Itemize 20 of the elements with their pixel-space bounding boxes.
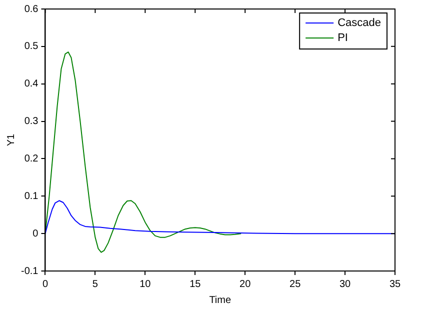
y-tick-label: 0.2 xyxy=(24,153,39,164)
x-tick-label: 5 xyxy=(92,278,98,290)
x-tick-label: 0 xyxy=(42,278,48,290)
x-axis-title: Time xyxy=(209,294,232,306)
y-tick-label: 0 xyxy=(32,228,39,240)
y-tick-label: 0.5 xyxy=(24,41,39,52)
x-tick-label: 25 xyxy=(290,278,302,290)
x-tick-label: 10 xyxy=(140,278,152,290)
y-tick-label: -0.1 xyxy=(20,266,39,277)
x-tick-label: 35 xyxy=(389,278,401,290)
y-tick-label: 0.3 xyxy=(24,116,39,128)
y-tick-label: 0.6 xyxy=(24,4,39,15)
x-tick-label: 15 xyxy=(190,278,202,290)
y-axis-title: Y1 xyxy=(6,133,17,146)
x-tick-label: 30 xyxy=(339,278,352,290)
legend-label: PI xyxy=(338,32,348,44)
legend-label: Cascade xyxy=(338,17,382,30)
y-tick-label: 0.4 xyxy=(24,78,39,90)
x-tick-label: 20 xyxy=(240,278,252,290)
y-tick-label: 0.1 xyxy=(24,190,39,202)
